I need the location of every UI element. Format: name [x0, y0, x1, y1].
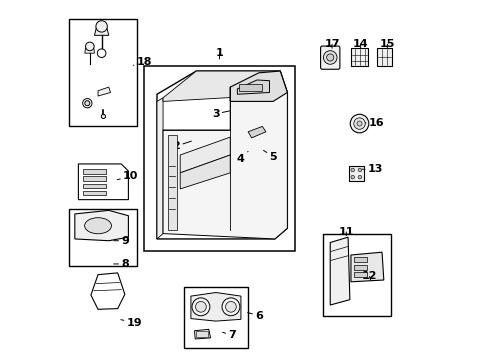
Circle shape [97, 49, 106, 58]
Circle shape [101, 114, 105, 118]
Text: 6: 6 [247, 311, 263, 321]
Bar [353, 265, 366, 270]
Bar [376, 48, 391, 66]
Polygon shape [350, 252, 383, 282]
Bar [323, 234, 390, 316]
Bar [350, 48, 367, 66]
Polygon shape [163, 71, 287, 102]
Text: 18: 18 [133, 57, 152, 67]
Circle shape [84, 101, 90, 106]
Polygon shape [190, 293, 241, 321]
Text: 5: 5 [263, 150, 277, 162]
Polygon shape [75, 210, 128, 241]
Text: 8: 8 [114, 259, 129, 269]
Polygon shape [91, 273, 124, 309]
Polygon shape [230, 71, 287, 102]
Text: 14: 14 [352, 39, 367, 49]
Polygon shape [167, 135, 176, 230]
Circle shape [225, 301, 236, 312]
Text: 2: 2 [172, 141, 191, 151]
Ellipse shape [84, 218, 111, 234]
Bar [239, 84, 262, 91]
Polygon shape [247, 126, 265, 138]
Text: 17: 17 [324, 39, 339, 49]
Text: 3: 3 [211, 109, 230, 119]
Bar [69, 208, 137, 266]
Bar [348, 166, 364, 181]
Text: 15: 15 [379, 39, 394, 49]
Bar [83, 184, 106, 188]
Bar [69, 19, 137, 126]
Circle shape [326, 54, 333, 61]
Polygon shape [157, 98, 163, 239]
Bar [183, 287, 247, 348]
Polygon shape [78, 164, 128, 200]
Text: 12: 12 [361, 271, 377, 282]
Bar [353, 257, 366, 262]
Text: 10: 10 [117, 171, 138, 181]
Bar [83, 191, 106, 195]
Polygon shape [84, 48, 94, 53]
Bar [83, 169, 106, 174]
Circle shape [353, 118, 365, 129]
Text: 19: 19 [121, 318, 142, 328]
Circle shape [357, 168, 361, 172]
Circle shape [323, 51, 336, 64]
Text: 13: 13 [361, 164, 382, 174]
Circle shape [357, 175, 361, 179]
Circle shape [82, 99, 92, 108]
Text: 9: 9 [114, 236, 129, 246]
Circle shape [96, 21, 107, 32]
Circle shape [192, 298, 209, 316]
Bar [353, 272, 366, 277]
Bar [196, 332, 207, 337]
Text: 11: 11 [338, 227, 353, 237]
Circle shape [85, 42, 94, 51]
Polygon shape [180, 155, 230, 189]
Bar [144, 66, 294, 251]
Circle shape [222, 298, 240, 316]
Circle shape [195, 301, 206, 312]
Text: 1: 1 [215, 48, 223, 59]
Polygon shape [94, 28, 108, 35]
Text: 7: 7 [222, 330, 236, 341]
Bar [83, 176, 106, 181]
Circle shape [350, 175, 354, 179]
Circle shape [350, 168, 354, 172]
Polygon shape [329, 237, 349, 305]
Circle shape [356, 121, 361, 126]
Polygon shape [163, 87, 287, 239]
Text: 16: 16 [362, 118, 384, 128]
Polygon shape [157, 71, 287, 239]
Polygon shape [98, 87, 110, 96]
Polygon shape [194, 329, 210, 339]
Text: 4: 4 [237, 152, 247, 163]
Polygon shape [237, 80, 269, 94]
FancyBboxPatch shape [320, 46, 339, 69]
Polygon shape [180, 137, 230, 173]
Circle shape [349, 114, 368, 133]
